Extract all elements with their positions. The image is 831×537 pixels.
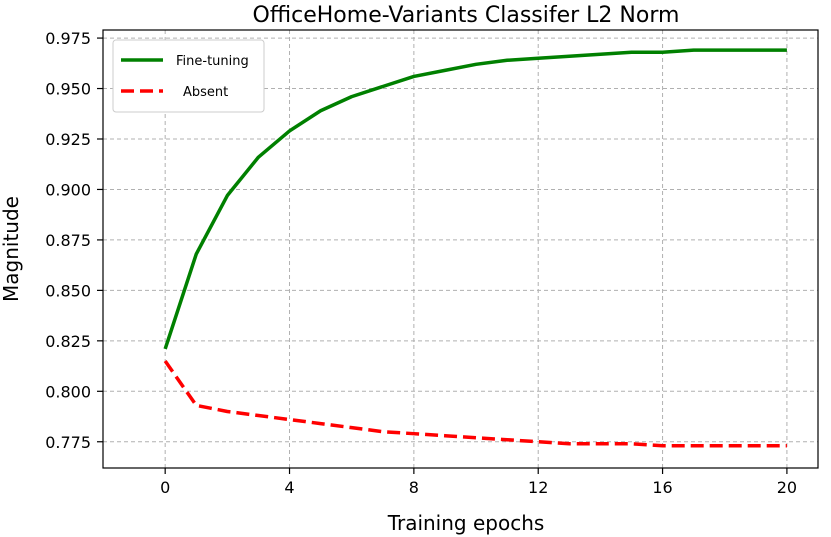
- plot-frame: [102, 29, 819, 469]
- x-tick-label: 12: [528, 478, 548, 497]
- x-tick-label: 16: [652, 478, 672, 497]
- x-tick-label: 20: [777, 478, 797, 497]
- series-line-fine-tuning: [163, 48, 787, 350]
- x-axis-label: Training epochs: [387, 511, 545, 535]
- grid: [103, 30, 818, 468]
- x-tick-label: 0: [160, 478, 170, 497]
- y-tick-label: 0.850: [45, 281, 91, 300]
- y-tick-label: 0.775: [45, 433, 91, 452]
- legend: Fine-tuning Absent: [112, 39, 265, 113]
- y-axis-label: Magnitude: [0, 196, 23, 302]
- legend-box: [112, 39, 265, 113]
- x-tick-label: 4: [284, 478, 294, 497]
- series-lines: [163, 48, 787, 448]
- y-tick-label: 0.950: [45, 80, 91, 99]
- y-tick-label: 0.800: [45, 382, 91, 401]
- axis-ticks: 0 4 8 12 16 20 0.775 0.800 0.825 0.850 0.875 0.900 0…: [45, 29, 797, 497]
- y-tick-label: 0.925: [45, 130, 91, 149]
- y-tick-label: 0.975: [45, 29, 91, 48]
- x-tick-label: 8: [409, 478, 419, 497]
- chart-title: OfficeHome-Variants Classifer L2 Norm: [253, 3, 680, 28]
- series-line-absent: [163, 360, 787, 448]
- legend-label-fine-tuning: Fine-tuning: [176, 54, 249, 69]
- y-tick-label: 0.900: [45, 180, 91, 199]
- legend-label-absent: Absent: [183, 85, 228, 100]
- y-tick-label: 0.875: [45, 231, 91, 250]
- y-tick-label: 0.825: [45, 332, 91, 351]
